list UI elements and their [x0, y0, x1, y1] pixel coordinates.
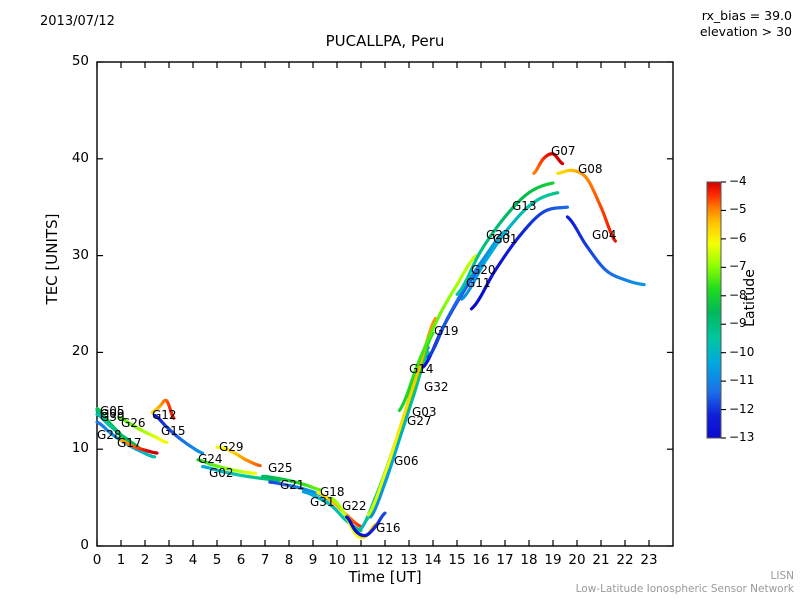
satellite-label: G22 [342, 499, 367, 513]
x-tick-label: 15 [448, 552, 466, 568]
x-tick-label: 3 [164, 552, 174, 568]
x-tick-label: 10 [328, 552, 346, 568]
satellite-label: G02 [209, 466, 234, 480]
plot-title: PUCALLPA, Peru [325, 32, 445, 50]
satellite-label: G18 [320, 485, 345, 499]
satellite-label: G07 [551, 144, 576, 158]
watermark-line2: Low-Latitude Ionospheric Sensor Network [575, 583, 794, 595]
satellite-label: G13 [512, 199, 537, 213]
satellite-label: G19 [434, 324, 459, 338]
satellite-label: G32 [424, 380, 449, 394]
satellite-label: G05 [100, 404, 125, 418]
x-tick-label: 6 [236, 552, 246, 568]
x-tick-label: 9 [308, 552, 318, 568]
colorbar-tick-label: −4 [729, 174, 747, 188]
x-tick-label: 19 [544, 552, 562, 568]
y-tick-label: 20 [71, 343, 89, 360]
satellite-label: G06 [394, 454, 419, 468]
y-tick-label: 10 [71, 440, 89, 457]
satellite-label: G03 [412, 405, 437, 419]
y-tick-label: 40 [71, 149, 89, 166]
x-tick-label: 0 [92, 552, 102, 568]
x-axis-label: Time [UT] [348, 568, 422, 586]
satellite-label: G01 [493, 232, 518, 246]
x-tick-label: 8 [284, 552, 294, 568]
colorbar-tick-label: −13 [729, 430, 755, 444]
colorbar-tick-label: −12 [729, 401, 755, 416]
x-tick-label: 22 [616, 552, 634, 568]
satellite-label: G15 [161, 424, 186, 438]
x-tick-label: 21 [592, 552, 610, 568]
watermark: LISN Low-Latitude Ionospheric Sensor Net… [576, 570, 794, 596]
y-tick-label: 30 [71, 246, 89, 263]
x-tick-label: 2 [140, 552, 150, 568]
x-tick-label: 23 [640, 552, 658, 568]
colorbar-tick-label: −11 [729, 373, 755, 388]
annotation-block: rx_bias = 39.0 elevation > 30 [700, 8, 792, 40]
satellite-label: G24 [198, 452, 223, 466]
satellite-label: G14 [409, 362, 434, 376]
colorbar-tick-label: −7 [729, 259, 747, 274]
colorbar-ticks [721, 181, 726, 439]
x-tick-label: 4 [188, 552, 198, 568]
date-label: 2013/07/12 [40, 14, 115, 29]
satellite-label: G26 [121, 416, 146, 430]
y-tick-label: 0 [80, 537, 89, 553]
satellite-label: G17 [117, 436, 142, 450]
x-tick-label: 14 [424, 552, 442, 568]
x-tick-label: 1 [116, 552, 126, 568]
x-tick-label: 5 [212, 552, 222, 568]
x-tick-label: 12 [376, 552, 394, 568]
satellite-label: G29 [219, 440, 244, 454]
data-curves [95, 152, 646, 539]
satellite-label: G23 [486, 228, 511, 242]
x-tick-label: 20 [568, 552, 586, 568]
x-tick-label: 16 [472, 552, 490, 568]
satellite-label: G16 [376, 521, 401, 535]
colorbar-tick-label: −5 [729, 202, 747, 217]
axes-frame [96, 61, 674, 547]
satellite-label: G08 [578, 162, 603, 176]
rx-bias-text: rx_bias = 39.0 [701, 8, 792, 23]
satellite-label: G28 [97, 428, 122, 442]
x-tick-label: 18 [520, 552, 538, 568]
satellite-label: G31 [310, 495, 335, 509]
satellite-label: G04 [592, 228, 617, 242]
satellite-label: G20 [471, 263, 496, 277]
watermark-line1: LISN [770, 570, 794, 582]
elevation-text: elevation > 30 [699, 24, 792, 39]
satellite-label: G27 [407, 414, 432, 428]
satellite-label: G12 [152, 408, 177, 422]
y-tick-label: 50 [71, 53, 89, 69]
colorbar-tick-label: −6 [729, 230, 747, 245]
satellite-label: G21 [280, 478, 305, 492]
colorbar-gradient [706, 181, 722, 439]
x-tick-label: 7 [260, 552, 270, 568]
satellite-label: G11 [466, 276, 491, 290]
satellite-label: G25 [268, 461, 293, 475]
satellite-label: G09 [100, 407, 125, 421]
colorbar-tick-label: −9 [729, 316, 747, 331]
colorbar-tick-label: −8 [729, 287, 747, 302]
satellite-label: G30 [100, 410, 125, 424]
x-tick-label: 17 [496, 552, 514, 568]
colorbar-tick-label: −10 [729, 344, 755, 359]
x-tick-label: 13 [400, 552, 418, 568]
x-tick-label: 11 [352, 552, 370, 568]
